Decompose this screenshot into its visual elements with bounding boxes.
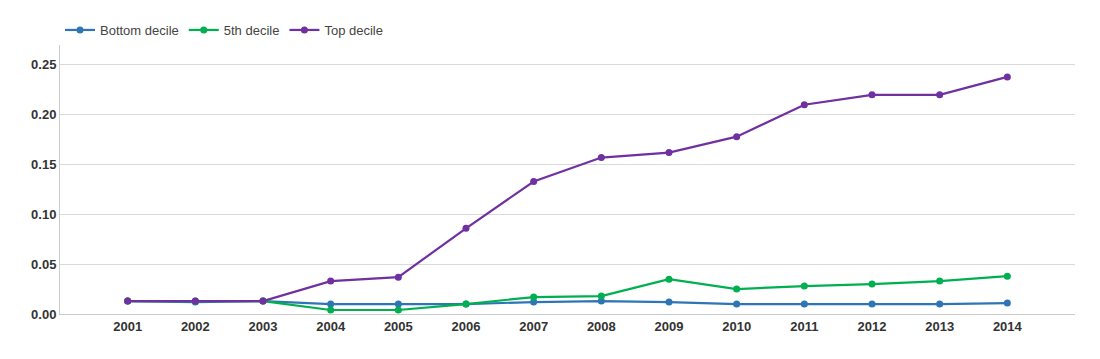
svg-text:2009: 2009: [655, 319, 684, 334]
svg-text:2004: 2004: [316, 319, 346, 334]
svg-text:2007: 2007: [519, 319, 548, 334]
svg-text:Bottom decile: Bottom decile: [100, 23, 179, 38]
svg-text:2011: 2011: [790, 319, 818, 334]
svg-text:2001: 2001: [113, 319, 142, 334]
svg-text:2003: 2003: [249, 319, 278, 334]
svg-text:0.00: 0.00: [31, 307, 56, 322]
svg-text:2010: 2010: [722, 319, 751, 334]
svg-text:2014: 2014: [993, 319, 1023, 334]
svg-text:Top decile: Top decile: [324, 23, 383, 38]
svg-text:2012: 2012: [858, 319, 887, 334]
svg-text:0.05: 0.05: [31, 257, 56, 272]
svg-text:2005: 2005: [384, 319, 413, 334]
svg-text:0.25: 0.25: [31, 57, 56, 72]
svg-text:0.20: 0.20: [31, 107, 56, 122]
svg-text:2002: 2002: [181, 319, 210, 334]
svg-text:5th decile: 5th decile: [224, 23, 280, 38]
svg-text:0.10: 0.10: [31, 207, 56, 222]
svg-text:0.15: 0.15: [31, 157, 56, 172]
svg-text:2008: 2008: [587, 319, 616, 334]
svg-text:2006: 2006: [452, 319, 481, 334]
svg-text:2013: 2013: [925, 319, 954, 334]
